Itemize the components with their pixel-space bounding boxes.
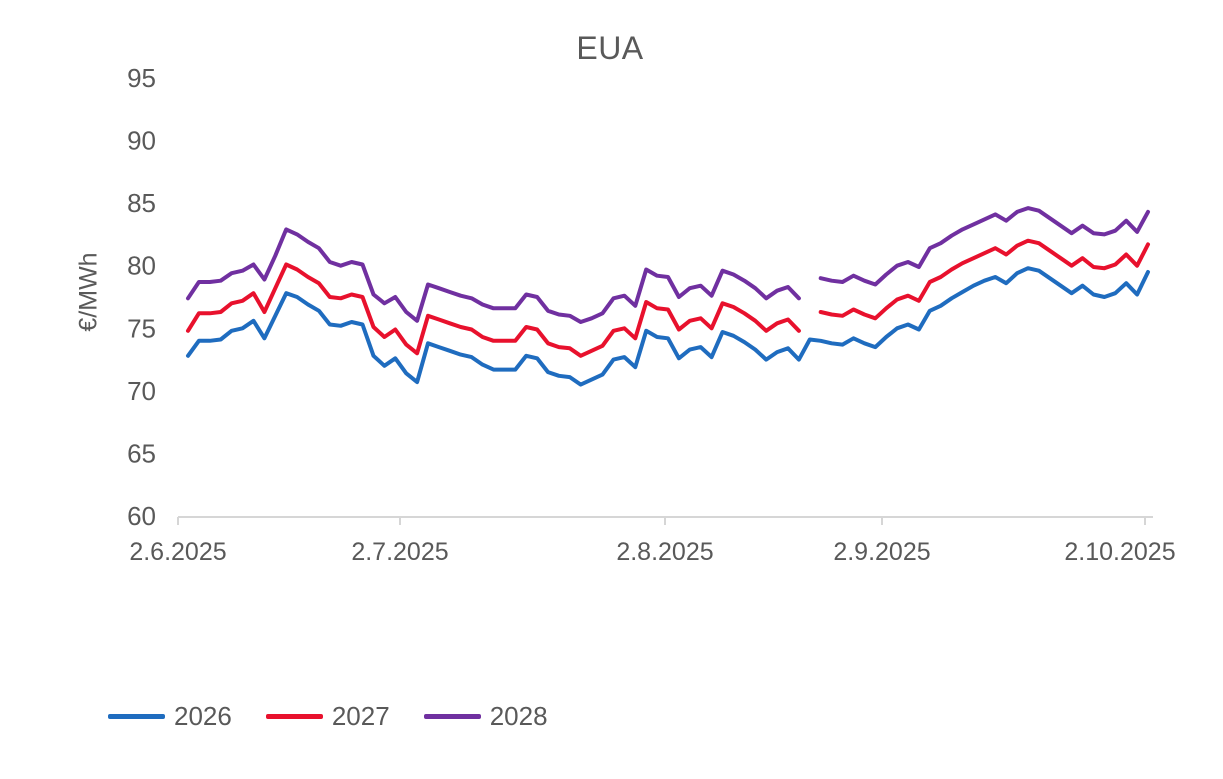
legend-line-swatch-2027 bbox=[265, 714, 323, 719]
series-line-2027 bbox=[818, 238, 1150, 321]
x-tick-label: 2.7.2025 bbox=[351, 538, 448, 566]
series-line-2028 bbox=[186, 227, 801, 324]
x-tick-label: 2.6.2025 bbox=[129, 538, 226, 566]
legend-item-2026: 2026 bbox=[108, 701, 232, 732]
legend-item-2027: 2027 bbox=[265, 701, 390, 732]
y-tick-label: 80 bbox=[127, 251, 156, 281]
legend-label-2028: 2028 bbox=[489, 701, 548, 731]
legend: 2026 2027 2028 bbox=[108, 701, 548, 732]
series-line-2028 bbox=[818, 206, 1150, 287]
series-line-2027 bbox=[186, 262, 801, 358]
y-tick-label: 95 bbox=[127, 63, 156, 93]
y-tick-label: 70 bbox=[127, 376, 156, 406]
x-tick-label: 2.8.2025 bbox=[616, 538, 713, 566]
legend-line-swatch-2028 bbox=[423, 714, 481, 719]
legend-label-2027: 2027 bbox=[331, 701, 390, 731]
y-tick-label: 75 bbox=[127, 313, 156, 343]
y-tick-label: 65 bbox=[127, 438, 156, 468]
legend-line-swatch-2026 bbox=[108, 714, 165, 719]
chart-title: EUA bbox=[576, 30, 644, 66]
y-tick-label: 90 bbox=[127, 126, 156, 156]
legend-item-2028: 2028 bbox=[423, 701, 548, 732]
x-tick-label: 2.10.2025 bbox=[1064, 538, 1175, 566]
legend-label-2026: 2026 bbox=[174, 701, 232, 731]
y-tick-label: 85 bbox=[127, 188, 156, 218]
series-line-2026 bbox=[186, 266, 1150, 387]
x-tick-label: 2.9.2025 bbox=[833, 538, 930, 566]
y-tick-label: 60 bbox=[127, 501, 156, 531]
